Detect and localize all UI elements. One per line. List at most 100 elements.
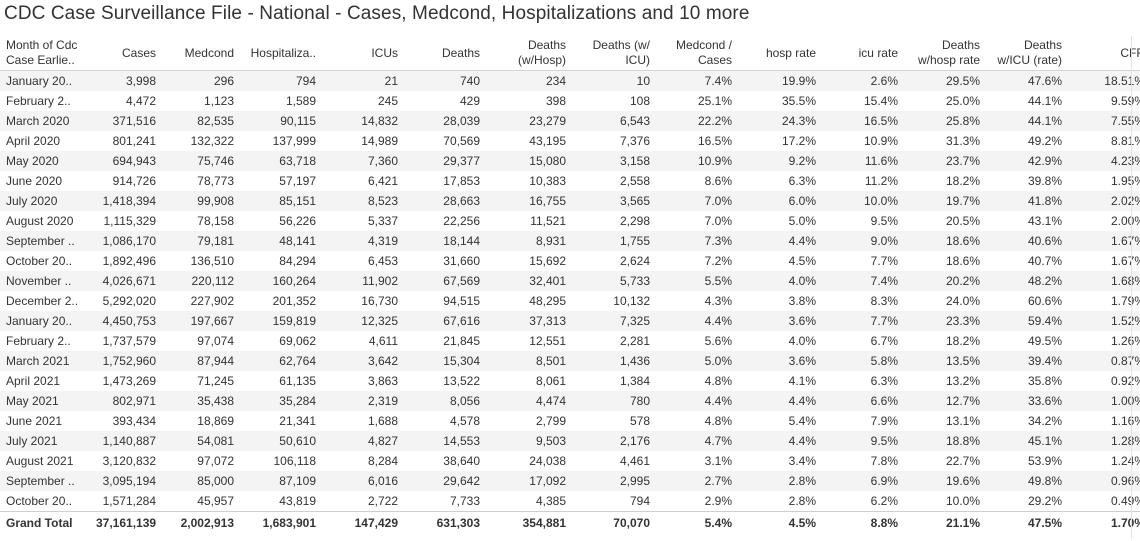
table-cell: 6,453 <box>322 251 404 271</box>
table-cell: 2.8% <box>738 471 822 491</box>
table-cell: 137,999 <box>240 131 322 151</box>
table-cell: 70,569 <box>404 131 486 151</box>
table-cell: 10.9% <box>656 151 738 171</box>
table-cell: 6.7% <box>822 331 904 351</box>
table-row[interactable]: August 2021 3,120,832 97,072 106,118 8,284 38… <box>0 451 1140 471</box>
table-row[interactable]: February 2.. 1,737,579 97,074 69,062 4,611 21… <box>0 331 1140 351</box>
column-header[interactable]: Medcond / Cases <box>656 36 738 71</box>
table-cell: 14,553 <box>404 431 486 451</box>
table-cell: 8.6% <box>656 171 738 191</box>
column-header[interactable]: hosp rate <box>738 36 822 71</box>
column-header[interactable]: Deaths <box>404 36 486 71</box>
table-cell: 37,313 <box>486 311 572 331</box>
table-cell: 160,264 <box>240 271 322 291</box>
table-cell: 33.6% <box>986 391 1068 411</box>
table-cell: 16,755 <box>486 191 572 211</box>
table-cell: 1,086,170 <box>96 231 162 251</box>
table-cell: 7,376 <box>572 131 656 151</box>
table-cell: 29,377 <box>404 151 486 171</box>
table-cell: 82,535 <box>162 111 240 131</box>
grand-total-cell: 1,683,901 <box>240 511 322 533</box>
table-row[interactable]: October 20.. 1,571,284 45,957 43,819 2,722 7,… <box>0 491 1140 512</box>
table-row[interactable]: December 2.. 5,292,020 227,902 201,352 16,73… <box>0 291 1140 311</box>
grand-total-cell: 8.8% <box>822 511 904 533</box>
table-row[interactable]: May 2020 694,943 75,746 63,718 7,360 29,377 15… <box>0 151 1140 171</box>
table-cell: 24.3% <box>738 111 822 131</box>
table-row[interactable]: April 2021 1,473,269 71,245 61,135 3,863 13,5… <box>0 371 1140 391</box>
column-header[interactable]: Cases <box>96 36 162 71</box>
table-row[interactable]: January 20.. 4,450,753 197,667 159,819 12,32… <box>0 311 1140 331</box>
table-cell: 41.8% <box>986 191 1068 211</box>
table-cell: 5.0% <box>656 351 738 371</box>
table-cell: 59.4% <box>986 311 1068 331</box>
table-cell: 2.02% <box>1068 191 1140 211</box>
table-cell: 7.8% <box>822 451 904 471</box>
table-row[interactable]: November .. 4,026,671 220,112 160,264 11,902… <box>0 271 1140 291</box>
column-header[interactable]: Medcond <box>162 36 240 71</box>
table-cell: 13.5% <box>904 351 986 371</box>
table-cell: 578 <box>572 411 656 431</box>
row-label: April 2020 <box>0 131 96 151</box>
table-cell: 87,109 <box>240 471 322 491</box>
column-header[interactable]: Deaths w/hosp rate <box>904 36 986 71</box>
row-label: April 2021 <box>0 371 96 391</box>
table-cell: 0.96% <box>1068 471 1140 491</box>
table-cell: 1.68% <box>1068 271 1140 291</box>
table-cell: 7.0% <box>656 211 738 231</box>
table-cell: 5.6% <box>656 331 738 351</box>
table-row[interactable]: July 2020 1,418,394 99,908 85,151 8,523 28,66… <box>0 191 1140 211</box>
table-cell: 4.4% <box>656 311 738 331</box>
table-cell: 54,081 <box>162 431 240 451</box>
table-cell: 11.6% <box>822 151 904 171</box>
table-row[interactable]: August 2020 1,115,329 78,158 56,226 5,337 22,… <box>0 211 1140 231</box>
table-row[interactable]: February 2.. 4,472 1,123 1,589 245 429 398 108 2… <box>0 91 1140 111</box>
table-cell: 9.59% <box>1068 91 1140 111</box>
row-dimension-header[interactable]: Month of Cdc Case Earlie.. <box>0 36 96 71</box>
table-cell: 11.2% <box>822 171 904 191</box>
table-cell: 19.7% <box>904 191 986 211</box>
table-cell: 14,989 <box>322 131 404 151</box>
table-row[interactable]: January 20.. 3,998 296 794 21 740 234 10 7.4% 19.… <box>0 70 1140 91</box>
table-cell: 4.7% <box>656 431 738 451</box>
table-cell: 6.0% <box>738 191 822 211</box>
column-header[interactable]: icu rate <box>822 36 904 71</box>
table-row[interactable]: June 2021 393,434 18,869 21,341 1,688 4,578 2,… <box>0 411 1140 431</box>
table-row[interactable]: July 2021 1,140,887 54,081 50,610 4,827 14,55… <box>0 431 1140 451</box>
column-header[interactable]: Deaths (w/ICU) <box>572 36 656 71</box>
table-cell: 2.9% <box>656 491 738 512</box>
table-row[interactable]: March 2021 1,752,960 87,944 62,764 3,642 15,3… <box>0 351 1140 371</box>
table-cell: 132,322 <box>162 131 240 151</box>
table-cell: 159,819 <box>240 311 322 331</box>
table-cell: 63,718 <box>240 151 322 171</box>
table-cell: 17,853 <box>404 171 486 191</box>
column-header[interactable]: ICUs <box>322 36 404 71</box>
table-cell: 8,284 <box>322 451 404 471</box>
table-row[interactable]: May 2021 802,971 35,438 35,284 2,319 8,056 4,4… <box>0 391 1140 411</box>
row-label: September .. <box>0 471 96 491</box>
table-cell: 8,931 <box>486 231 572 251</box>
table-cell: 13.1% <box>904 411 986 431</box>
table-cell: 7.4% <box>656 70 738 91</box>
column-header[interactable]: Hospitaliza.. <box>240 36 322 71</box>
column-header[interactable]: Deaths (w/Hosp) <box>486 36 572 71</box>
table-cell: 1.00% <box>1068 391 1140 411</box>
table-row[interactable]: September .. 3,095,194 85,000 87,109 6,016 29… <box>0 471 1140 491</box>
table-cell: 2.00% <box>1068 211 1140 231</box>
table-cell: 1,688 <box>322 411 404 431</box>
row-label: July 2020 <box>0 191 96 211</box>
table-cell: 2,319 <box>322 391 404 411</box>
table-cell: 7.2% <box>656 251 738 271</box>
table-row[interactable]: September .. 1,086,170 79,181 48,141 4,319 18… <box>0 231 1140 251</box>
table-row[interactable]: October 20.. 1,892,496 136,510 84,294 6,453 3… <box>0 251 1140 271</box>
column-header[interactable]: CFR <box>1068 36 1140 71</box>
table-cell: 5.0% <box>738 211 822 231</box>
table-row[interactable]: June 2020 914,726 78,773 57,197 6,421 17,853 1… <box>0 171 1140 191</box>
grand-total-row[interactable]: Grand Total 37,161,139 2,002,913 1,683,901 1… <box>0 511 1140 533</box>
column-header[interactable]: Deaths w/ICU (rate) <box>986 36 1068 71</box>
table-row[interactable]: April 2020 801,241 132,322 137,999 14,989 70,… <box>0 131 1140 151</box>
table-cell: 35,284 <box>240 391 322 411</box>
table-cell: 78,158 <box>162 211 240 231</box>
table-cell: 6.3% <box>822 371 904 391</box>
table-cell: 48,295 <box>486 291 572 311</box>
table-row[interactable]: March 2020 371,516 82,535 90,115 14,832 28,03… <box>0 111 1140 131</box>
